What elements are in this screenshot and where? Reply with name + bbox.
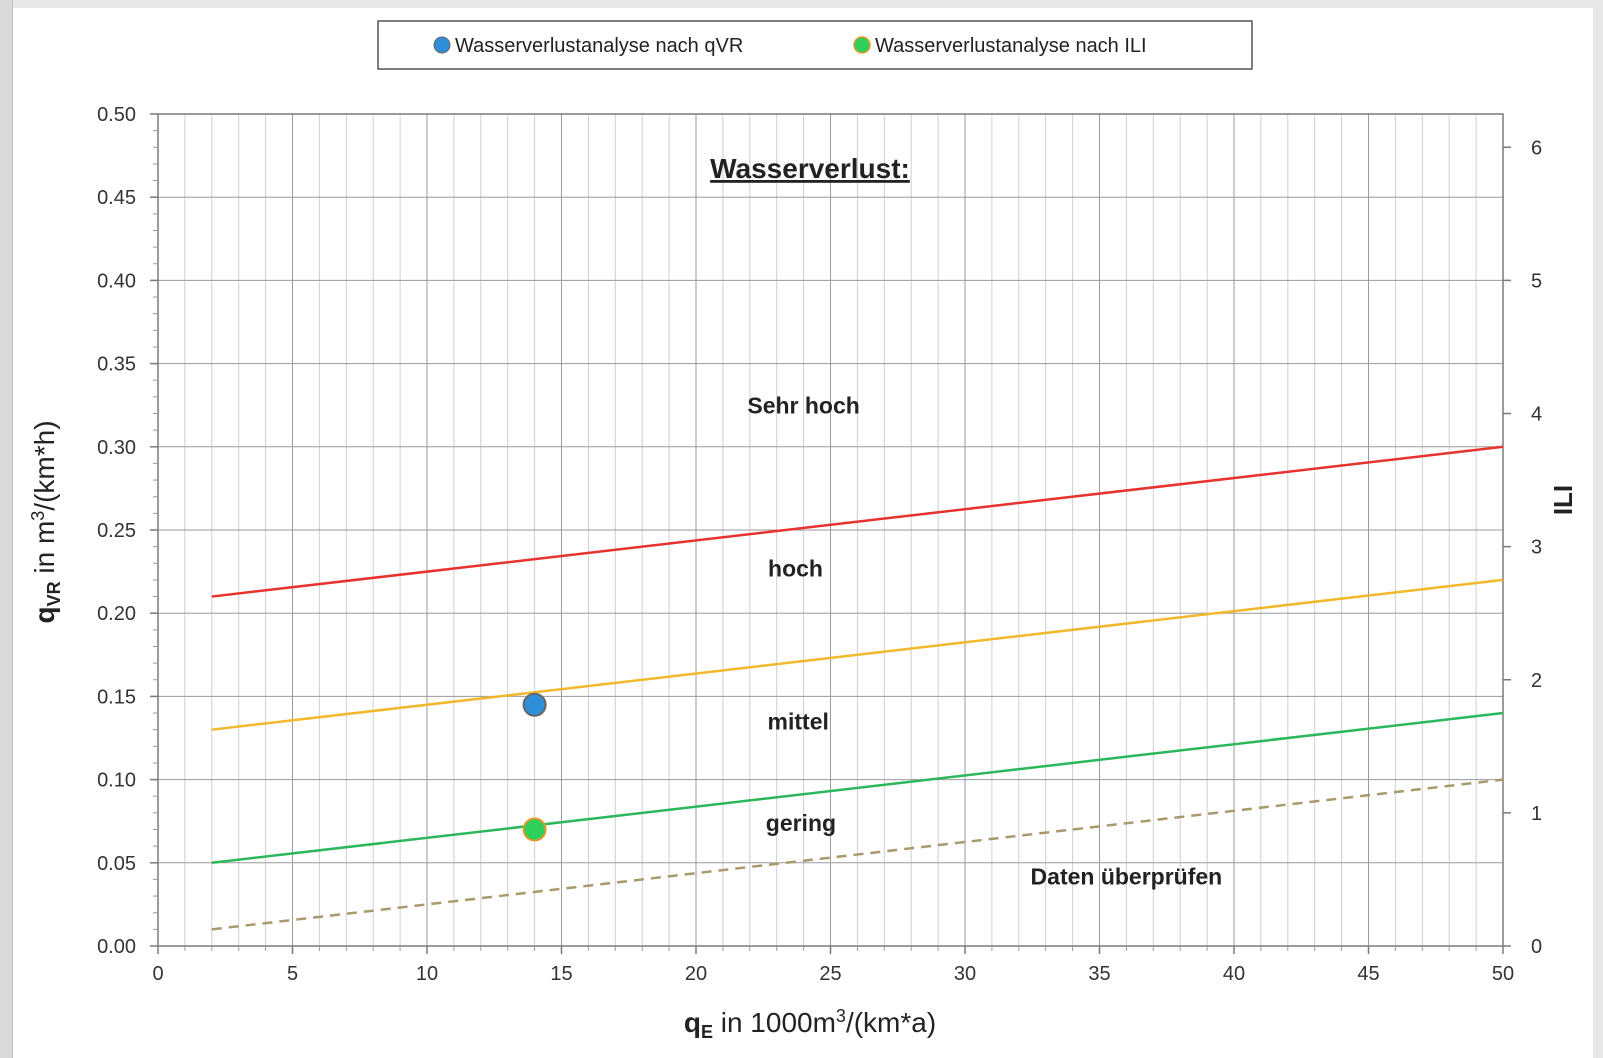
y2-tick-label: 4	[1531, 404, 1542, 426]
y-tick-label: 0.45	[97, 187, 136, 209]
legend-marker-ili	[853, 36, 871, 54]
y2-tick-label: 5	[1531, 270, 1542, 292]
threshold-line-2	[211, 711, 1504, 865]
x-tick-label: 0	[152, 963, 163, 985]
y-tick-label: 0.50	[97, 104, 136, 126]
legend-label-ili: Wasserverlustanalyse nach ILI	[875, 35, 1147, 57]
x-tick-label: 45	[1357, 963, 1379, 985]
threshold-line-0	[211, 445, 1504, 598]
legend-box	[377, 20, 1253, 70]
region-labels: Sehr hoch hoch mittel gering Daten überprüfe…	[747, 393, 1222, 890]
y-tick-label: 0.25	[97, 520, 136, 542]
x-tick-label: 5	[287, 963, 298, 985]
x-tick-label: 20	[685, 963, 707, 985]
threshold-line-1	[211, 578, 1504, 731]
y-tick-label: 0.10	[97, 770, 136, 792]
region-label: Sehr hoch	[747, 393, 859, 419]
window-left-edge	[0, 0, 13, 1058]
y2-tick-label: 2	[1531, 670, 1542, 692]
y-tick-label: 0.20	[97, 603, 136, 625]
x-tick-label: 10	[416, 963, 438, 985]
region-label: mittel	[768, 709, 829, 735]
x-axis-label: qE in 1000m3/(km*a)	[684, 1006, 936, 1042]
x-tick-label: 25	[819, 963, 841, 985]
y2-tick-label: 0	[1531, 936, 1542, 958]
y2-tick-label: 3	[1531, 537, 1542, 559]
y-tick-label: 0.40	[97, 270, 136, 292]
y2-axis-label: ILI	[1548, 485, 1578, 515]
region-label: gering	[766, 810, 836, 836]
legend-item-qvr: Wasserverlustanalyse nach qVR	[433, 35, 743, 57]
threshold-line-3	[211, 778, 1504, 931]
x-tick-label: 40	[1223, 963, 1245, 985]
legend-item-ili: Wasserverlustanalyse nach ILI	[853, 35, 1147, 57]
x-tick-label: 35	[1088, 963, 1110, 985]
legend-marker-qvr	[433, 36, 451, 54]
y-tick-label: 0.15	[97, 686, 136, 708]
y-axis-ticks: 0.00 0.05 0.10 0.15 0.20 0.25 0.30 0.35 0.40 0.45…	[97, 104, 158, 958]
data-points	[522, 692, 547, 842]
window-right-edge	[1593, 0, 1603, 1058]
x-tick-label: 15	[550, 963, 572, 985]
region-label: Daten überprüfen	[1031, 863, 1223, 889]
data-point-ili	[522, 817, 547, 842]
chart-title: Wasserverlust:	[710, 153, 910, 184]
y2-tick-label: 1	[1531, 803, 1542, 825]
y-axis-label: qVR in m3/(km*h)	[28, 420, 64, 623]
y2-axis-ticks: 0 1 2 3 4 5 6	[1503, 137, 1542, 958]
x-tick-label: 30	[954, 963, 976, 985]
data-point-qvr	[522, 692, 547, 717]
y2-tick-label: 6	[1531, 137, 1542, 159]
legend: Wasserverlustanalyse nach qVR Wasserverl…	[377, 20, 1253, 70]
y-tick-label: 0.35	[97, 354, 136, 376]
y-tick-label: 0.00	[97, 936, 136, 958]
legend-label-qvr: Wasserverlustanalyse nach qVR	[455, 35, 743, 57]
y-tick-label: 0.05	[97, 853, 136, 875]
region-label: hoch	[768, 556, 823, 582]
y-tick-label: 0.30	[97, 437, 136, 459]
x-tick-label: 50	[1492, 963, 1514, 985]
threshold-lines	[211, 445, 1504, 931]
x-axis-ticks: 0 5 10 15 20 25 30 35 40 45 50	[152, 946, 1514, 985]
window-top-edge	[0, 0, 1603, 8]
